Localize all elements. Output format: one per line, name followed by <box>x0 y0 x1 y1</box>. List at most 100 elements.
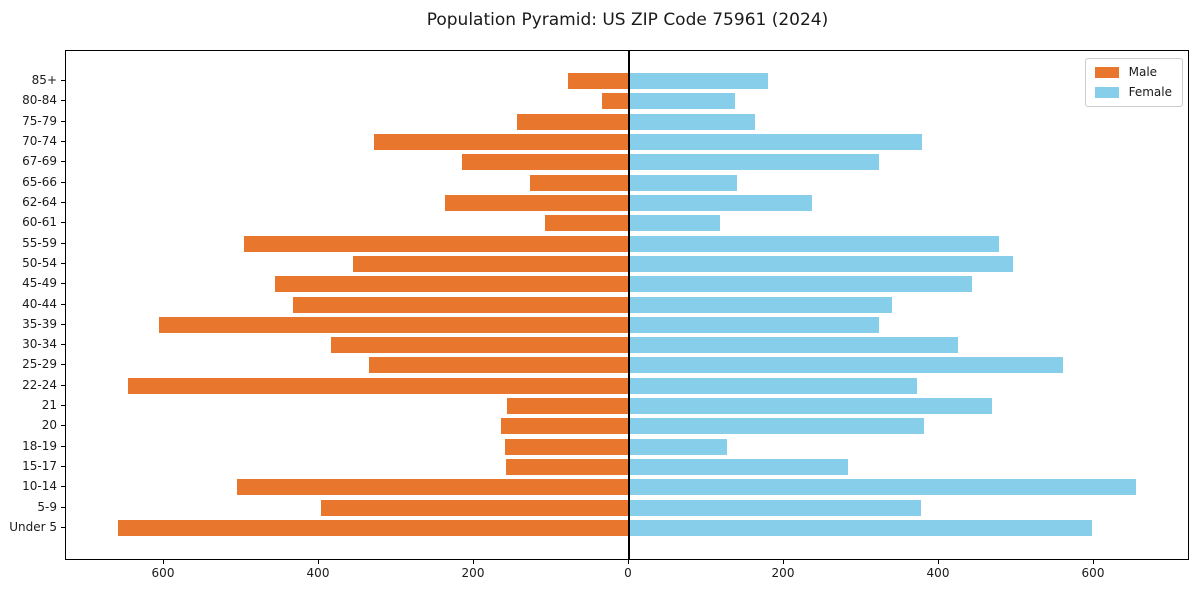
male-bar-60-61 <box>545 215 629 232</box>
y-tick-label: 21 <box>41 398 57 413</box>
y-tick-mark <box>61 364 65 366</box>
female-bar-45-49 <box>629 276 973 293</box>
y-tick-label: 35-39 <box>22 316 57 331</box>
y-tick-label: 15-17 <box>22 459 57 474</box>
male-bar-65-66 <box>529 174 629 191</box>
y-tick-label: 80-84 <box>22 93 57 108</box>
male-bar-80-84 <box>601 93 629 110</box>
legend-item-female: Female <box>1094 85 1172 99</box>
y-tick-mark <box>61 425 65 427</box>
male-bar-25-29 <box>368 357 629 374</box>
x-tick-mark <box>628 560 629 564</box>
y-tick-label: 20 <box>41 418 57 433</box>
y-tick-mark <box>61 201 65 203</box>
y-tick-mark <box>61 181 65 183</box>
male-bar-85+ <box>567 73 629 89</box>
male-bar-10-14 <box>236 479 629 496</box>
female-bar-22-24 <box>629 377 917 394</box>
plot-area: Male Female <box>65 50 1189 560</box>
y-tick-label: Under 5 <box>9 520 57 535</box>
y-tick-mark <box>61 506 65 508</box>
female-bar-5-9 <box>629 499 922 516</box>
y-tick-mark <box>61 161 65 163</box>
y-tick-label: 55-59 <box>22 235 57 250</box>
female-bar-70-74 <box>629 133 922 150</box>
zero-axis-line <box>628 51 630 559</box>
legend-label-male: Male <box>1128 65 1158 79</box>
female-bar-65-66 <box>629 174 737 191</box>
y-tick-mark <box>61 384 65 386</box>
x-tick-mark <box>783 560 784 564</box>
female-bar-67-69 <box>629 154 879 171</box>
female-bar-40-44 <box>629 296 892 313</box>
female-bar-15-17 <box>629 459 848 476</box>
female-bar-60-61 <box>629 215 720 232</box>
y-tick-label: 60-61 <box>22 215 57 230</box>
y-tick-mark <box>61 242 65 244</box>
y-tick-mark <box>61 466 65 468</box>
male-bar-70-74 <box>374 133 629 150</box>
y-tick-mark <box>61 80 65 81</box>
x-tick-mark <box>318 560 319 564</box>
y-tick-mark <box>61 262 65 264</box>
y-tick-label: 18-19 <box>22 438 57 453</box>
male-bar-30-34 <box>331 337 629 354</box>
y-tick-label: 45-49 <box>22 276 57 291</box>
x-tick-label: 0 <box>624 566 632 580</box>
female-bar-80-84 <box>629 93 736 110</box>
legend: Male Female <box>1084 58 1183 107</box>
y-tick-mark <box>61 527 65 529</box>
y-tick-label: 75-79 <box>22 113 57 128</box>
male-bar-50-54 <box>353 255 629 272</box>
y-tick-label: 40-44 <box>22 296 57 311</box>
female-bar-18-19 <box>629 438 728 455</box>
female-bar-30-34 <box>629 337 959 354</box>
y-tick-mark <box>61 100 65 102</box>
male-bar-18-19 <box>505 438 629 455</box>
y-tick-label: 62-64 <box>22 194 57 209</box>
x-tick-mark <box>473 560 474 564</box>
male-bar-15-17 <box>505 459 629 476</box>
male-bar-35-39 <box>159 316 629 333</box>
y-tick-mark <box>61 445 65 447</box>
male-bar-55-59 <box>243 235 629 252</box>
y-tick-label: 70-74 <box>22 133 57 148</box>
male-bar-20 <box>501 418 629 435</box>
female-bar-20 <box>629 418 924 435</box>
male-bar-5-9 <box>320 499 629 516</box>
male-bar-21 <box>507 398 629 415</box>
x-tick-label: 600 <box>1081 566 1105 580</box>
y-tick-mark <box>61 303 65 305</box>
legend-label-female: Female <box>1128 85 1172 99</box>
y-tick-mark <box>61 344 65 346</box>
y-tick-label: 5-9 <box>37 499 57 514</box>
female-swatch-icon <box>1094 87 1119 98</box>
y-tick-mark <box>61 120 65 122</box>
y-tick-label: 67-69 <box>22 154 57 169</box>
female-bar-50-54 <box>629 255 1013 272</box>
x-tick-label: 400 <box>926 566 950 580</box>
y-tick-mark <box>61 486 65 488</box>
male-bar-45-49 <box>274 276 629 293</box>
male-bar-75-79 <box>517 113 629 130</box>
female-bar-Under 5 <box>629 520 1093 537</box>
x-tick-label: 200 <box>771 566 795 580</box>
male-bar-22-24 <box>127 377 629 394</box>
female-bar-10-14 <box>629 479 1136 496</box>
x-tick-mark <box>163 560 164 564</box>
y-tick-label: 65-66 <box>22 174 57 189</box>
y-tick-label: 50-54 <box>22 255 57 270</box>
x-tick-label: 400 <box>306 566 330 580</box>
female-bar-35-39 <box>629 316 880 333</box>
y-tick-label: 25-29 <box>22 357 57 372</box>
chart-title: Population Pyramid: US ZIP Code 75961 (2… <box>426 10 829 30</box>
y-tick-label: 22-24 <box>22 377 57 392</box>
male-bar-62-64 <box>445 194 629 211</box>
y-tick-mark <box>61 140 65 142</box>
male-bar-40-44 <box>292 296 629 313</box>
legend-item-male: Male <box>1094 65 1172 79</box>
y-tick-mark <box>61 283 65 285</box>
x-tick-label: 600 <box>151 566 175 580</box>
x-tick-mark <box>1093 560 1094 564</box>
